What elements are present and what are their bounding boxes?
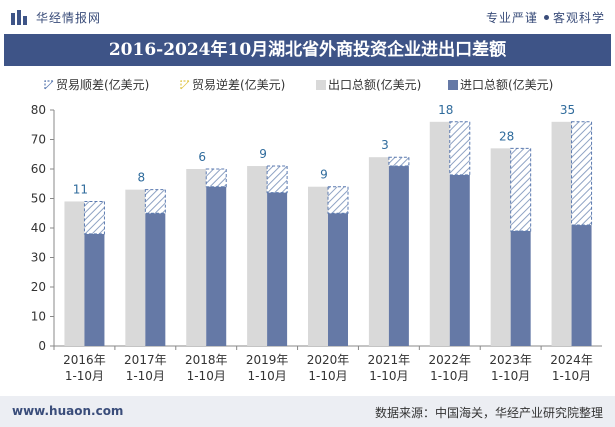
x-tick-label: 2023年 [489, 353, 532, 367]
y-tick-label: 70 [31, 133, 46, 147]
x-tick-label: 1-10月 [65, 369, 104, 383]
x-tick-label: 1-10月 [187, 369, 226, 383]
top-bar: 华经情报网 专业严谨 客观科学 [0, 0, 615, 34]
y-tick-label: 40 [31, 221, 46, 235]
x-tick-label: 1-10月 [430, 369, 469, 383]
bar-import [510, 230, 531, 346]
bar-surplus [83, 200, 105, 235]
bar-surplus [144, 189, 166, 214]
data-source: 数据来源：中国海关，华经产业研究院整理 [374, 406, 603, 420]
bar-surplus [327, 186, 349, 214]
bar-export [429, 121, 450, 346]
legend-label-deficit: 贸易逆差(亿美元) [192, 78, 286, 92]
bar-export [368, 157, 389, 346]
y-tick-label: 50 [31, 192, 46, 206]
y-tick-label: 10 [31, 310, 46, 324]
legend-swatch-export [316, 80, 326, 90]
legend-item-deficit: 贸易逆差(亿美元) [180, 76, 285, 93]
data-label-surplus: 6 [198, 150, 206, 164]
tagline: 专业严谨 客观科学 [486, 9, 605, 26]
legend-label-export: 出口总额(亿美元) [328, 78, 422, 92]
x-tick-label: 1-10月 [552, 369, 591, 383]
bar-export [64, 201, 85, 346]
title-bar: 2016-2024年10月湖北省外商投资企业进出口差额 [4, 34, 611, 66]
bar-export [551, 121, 572, 346]
bar-surplus [449, 121, 471, 176]
bar-surplus [388, 156, 410, 167]
y-tick-label: 30 [31, 251, 46, 265]
x-tick-label: 2024年 [550, 353, 593, 367]
chart-title: 2016-2024年10月湖北省外商投资企业进出口差额 [108, 40, 507, 60]
bar-chart: 0 10 20 30 40 50 60 70 80 2016年 1-10月 2017年 1-10月 201… [31, 103, 602, 383]
bar-import [267, 192, 288, 346]
bar-surplus [510, 147, 532, 232]
data-label-surplus: 18 [438, 103, 453, 117]
tagline-right: 客观科学 [552, 11, 605, 25]
bar-export [125, 189, 146, 346]
bar-export [186, 169, 207, 346]
bar-export [247, 166, 268, 346]
chart-labels: 11 8 6 9 9 3 18 28 35 [73, 103, 575, 197]
x-tick-label: 2018年 [185, 353, 228, 367]
bar-surplus [205, 168, 227, 188]
bar-surplus [571, 121, 593, 226]
x-tick-label: 1-10月 [126, 369, 165, 383]
data-label-surplus: 35 [560, 103, 575, 117]
data-label-surplus: 9 [320, 168, 328, 182]
x-tick-label: 2019年 [246, 353, 289, 367]
data-label-surplus: 11 [73, 182, 88, 196]
bar-import [449, 174, 470, 346]
x-tick-label: 2021年 [368, 353, 411, 367]
website-link[interactable]: www.huaon.com [12, 404, 124, 418]
brand-name: 华经情报网 [36, 11, 102, 25]
y-tick-label: 60 [31, 162, 46, 176]
chart-axes: 0 10 20 30 40 50 60 70 80 2016年 1-10月 2017年 1-10月 201… [31, 103, 602, 383]
x-tick-label: 2020年 [307, 353, 350, 367]
bar-import [388, 166, 409, 346]
data-label-surplus: 28 [499, 129, 514, 143]
bar-import [328, 213, 348, 346]
bar-import [206, 186, 227, 346]
legend-item-import: 进口总额(亿美元) [448, 76, 553, 93]
y-tick-label: 20 [31, 280, 46, 294]
legend-swatch-import [448, 80, 458, 90]
legend-item-export: 出口总额(亿美元) [316, 76, 421, 93]
bar-import [84, 233, 105, 346]
x-tick-label: 2016年 [63, 353, 106, 367]
bar-logo-icon [11, 10, 27, 25]
bar-export [490, 148, 511, 346]
legend-swatch-deficit [180, 80, 190, 90]
x-tick-label: 1-10月 [247, 369, 286, 383]
data-label-surplus: 3 [381, 138, 389, 152]
x-tick-label: 1-10月 [369, 369, 408, 383]
bar-export [308, 186, 328, 346]
dot-separator-icon [543, 15, 549, 20]
x-tick-label: 1-10月 [491, 369, 530, 383]
x-tick-label: 1-10月 [308, 369, 347, 383]
footer: www.huaon.com 数据来源：中国海关，华经产业研究院整理 [0, 396, 615, 427]
legend-swatch-surplus [44, 80, 54, 90]
legend-label-import: 进口总额(亿美元) [460, 78, 554, 92]
x-tick-label: 2022年 [429, 353, 472, 367]
data-label-surplus: 9 [259, 147, 267, 161]
bar-import [145, 213, 166, 346]
legend-item-surplus: 贸易顺差(亿美元) [44, 76, 149, 93]
chart-bars [64, 121, 593, 346]
x-tick-label: 2017年 [124, 353, 167, 367]
bar-surplus [266, 165, 288, 194]
y-tick-label: 0 [38, 339, 46, 353]
data-label-surplus: 8 [138, 171, 146, 185]
legend-label-surplus: 贸易顺差(亿美元) [56, 78, 150, 92]
y-tick-label: 80 [31, 103, 46, 117]
tagline-left: 专业严谨 [485, 11, 538, 25]
bar-import [571, 225, 592, 346]
